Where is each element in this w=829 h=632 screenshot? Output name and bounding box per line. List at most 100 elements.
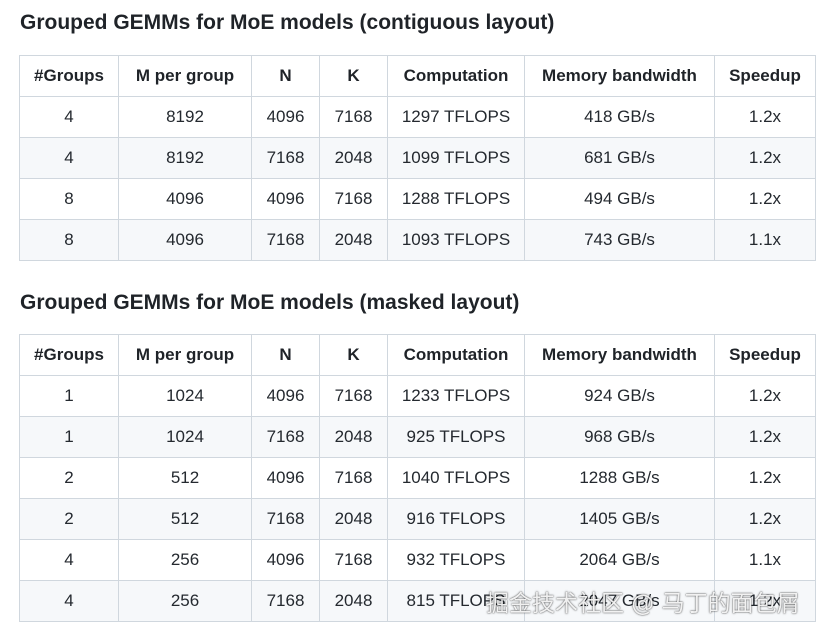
cell-k: 7168 [319,96,388,138]
cell-k: 2048 [319,137,388,179]
cell-computation: 1288 TFLOPS [387,178,525,220]
cell-m-per-group: 1024 [118,375,252,417]
cell-k: 2048 [319,580,388,622]
cell-computation: 916 TFLOPS [387,498,525,540]
header-speedup: Speedup [714,334,816,376]
header-speedup: Speedup [714,55,816,97]
cell-computation: 1099 TFLOPS [387,137,525,179]
cell-n: 4096 [251,375,320,417]
header-n: N [251,334,320,376]
cell-m-per-group: 512 [118,457,252,499]
cell-speedup: 1.2x [714,498,816,540]
table-row: 1 1024 4096 7168 1233 TFLOPS 924 GB/s 1.… [19,375,816,417]
cell-computation: 925 TFLOPS [387,416,525,458]
cell-groups: 2 [19,457,119,499]
cell-speedup: 1.2x [714,580,816,622]
cell-groups: 4 [19,539,119,581]
cell-k: 7168 [319,457,388,499]
header-computation: Computation [387,55,525,97]
cell-speedup: 1.2x [714,375,816,417]
header-memory-bandwidth: Memory bandwidth [524,55,715,97]
cell-speedup: 1.1x [714,539,816,581]
table-row: 1 1024 7168 2048 925 TFLOPS 968 GB/s 1.2… [19,416,816,458]
cell-computation: 1040 TFLOPS [387,457,525,499]
cell-m-per-group: 256 [118,580,252,622]
cell-groups: 8 [19,178,119,220]
cell-n: 4096 [251,178,320,220]
cell-memory-bandwidth: 968 GB/s [524,416,715,458]
header-memory-bandwidth: Memory bandwidth [524,334,715,376]
header-k: K [319,55,388,97]
cell-speedup: 1.2x [714,137,816,179]
cell-computation: 1297 TFLOPS [387,96,525,138]
cell-groups: 8 [19,219,119,261]
cell-groups: 4 [19,96,119,138]
cell-k: 7168 [319,375,388,417]
cell-n: 7168 [251,416,320,458]
masked-layout-table: #Groups M per group N K Computation Memo… [19,334,816,622]
cell-k: 2048 [319,498,388,540]
table-row: 4 8192 7168 2048 1099 TFLOPS 681 GB/s 1.… [19,137,816,179]
cell-memory-bandwidth: 2047 GB/s [524,580,715,622]
cell-n: 4096 [251,457,320,499]
header-computation: Computation [387,334,525,376]
cell-m-per-group: 512 [118,498,252,540]
cell-n: 4096 [251,539,320,581]
header-n: N [251,55,320,97]
cell-n: 4096 [251,96,320,138]
cell-groups: 4 [19,580,119,622]
section-title-contiguous: Grouped GEMMs for MoE models (contiguous… [20,11,555,34]
table-row: 8 4096 7168 2048 1093 TFLOPS 743 GB/s 1.… [19,219,816,261]
table-header-row: #Groups M per group N K Computation Memo… [19,55,816,97]
cell-m-per-group: 8192 [118,137,252,179]
section-title-masked: Grouped GEMMs for MoE models (masked lay… [20,291,520,314]
table-header-row: #Groups M per group N K Computation Memo… [19,334,816,376]
cell-k: 2048 [319,219,388,261]
cell-speedup: 1.2x [714,178,816,220]
table-row: 2 512 7168 2048 916 TFLOPS 1405 GB/s 1.2… [19,498,816,540]
header-k: K [319,334,388,376]
cell-memory-bandwidth: 924 GB/s [524,375,715,417]
header-groups: #Groups [19,334,119,376]
contiguous-layout-table: #Groups M per group N K Computation Memo… [19,55,816,261]
cell-n: 7168 [251,219,320,261]
cell-k: 7168 [319,178,388,220]
cell-memory-bandwidth: 2064 GB/s [524,539,715,581]
cell-computation: 815 TFLOPS [387,580,525,622]
cell-m-per-group: 4096 [118,219,252,261]
cell-n: 7168 [251,498,320,540]
cell-n: 7168 [251,580,320,622]
cell-m-per-group: 4096 [118,178,252,220]
cell-speedup: 1.2x [714,96,816,138]
cell-m-per-group: 1024 [118,416,252,458]
header-m-per-group: M per group [118,334,252,376]
cell-groups: 1 [19,416,119,458]
table-row: 2 512 4096 7168 1040 TFLOPS 1288 GB/s 1.… [19,457,816,499]
cell-memory-bandwidth: 494 GB/s [524,178,715,220]
cell-memory-bandwidth: 681 GB/s [524,137,715,179]
cell-speedup: 1.2x [714,416,816,458]
cell-groups: 1 [19,375,119,417]
cell-memory-bandwidth: 1288 GB/s [524,457,715,499]
table-row: 4 256 7168 2048 815 TFLOPS 2047 GB/s 1.2… [19,580,816,622]
table-row: 4 256 4096 7168 932 TFLOPS 2064 GB/s 1.1… [19,539,816,581]
cell-computation: 1093 TFLOPS [387,219,525,261]
table-row: 8 4096 4096 7168 1288 TFLOPS 494 GB/s 1.… [19,178,816,220]
cell-k: 2048 [319,416,388,458]
header-m-per-group: M per group [118,55,252,97]
cell-speedup: 1.1x [714,219,816,261]
header-groups: #Groups [19,55,119,97]
cell-k: 7168 [319,539,388,581]
cell-n: 7168 [251,137,320,179]
table-row: 4 8192 4096 7168 1297 TFLOPS 418 GB/s 1.… [19,96,816,138]
cell-groups: 2 [19,498,119,540]
cell-speedup: 1.2x [714,457,816,499]
cell-memory-bandwidth: 743 GB/s [524,219,715,261]
cell-memory-bandwidth: 418 GB/s [524,96,715,138]
cell-groups: 4 [19,137,119,179]
cell-m-per-group: 8192 [118,96,252,138]
cell-computation: 932 TFLOPS [387,539,525,581]
cell-m-per-group: 256 [118,539,252,581]
cell-memory-bandwidth: 1405 GB/s [524,498,715,540]
cell-computation: 1233 TFLOPS [387,375,525,417]
